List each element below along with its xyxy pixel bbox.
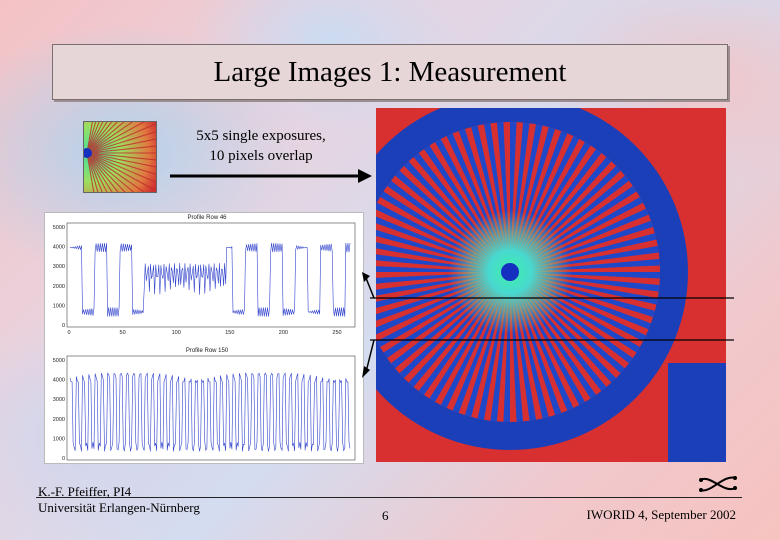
plot-frame bbox=[66, 222, 356, 328]
thumbnail-spoke bbox=[86, 152, 145, 192]
footer-divider bbox=[36, 497, 742, 498]
y-tick-label: 5000 bbox=[53, 225, 65, 231]
stitched-siemens-star-image bbox=[376, 108, 726, 462]
thumbnail-spoke bbox=[86, 123, 156, 154]
thumbnail-spoke bbox=[86, 122, 125, 154]
thumbnail-spoke bbox=[86, 152, 135, 192]
thumbnail-spoke bbox=[86, 122, 100, 154]
plot-frame bbox=[66, 355, 356, 461]
thumbnail-spoke bbox=[86, 122, 108, 154]
thumbnail-spoke bbox=[86, 122, 104, 154]
top-profile-plot: 5000 4000 3000 2000 1000 00 50 100 150 200 250 bbox=[53, 222, 356, 336]
thumbnail-spoke bbox=[86, 152, 156, 161]
y-tick-label: 4000 bbox=[53, 245, 65, 251]
thumbnail-spoke bbox=[86, 152, 119, 192]
thumbnail-spoke bbox=[86, 152, 103, 192]
top-plot-title: Profile Row 46 bbox=[187, 215, 227, 221]
thumbnail-spoke bbox=[86, 131, 156, 154]
y-tick-label: 0 bbox=[62, 323, 65, 329]
caption-line-1: 5x5 single exposures, bbox=[196, 128, 326, 144]
institute-logo-icon bbox=[699, 476, 737, 492]
x-tick-label: 200 bbox=[279, 330, 288, 336]
profile-trace bbox=[69, 372, 351, 452]
thumbnail-spoke bbox=[86, 152, 156, 192]
page-number: 6 bbox=[382, 508, 389, 523]
thumbnail-spoke bbox=[86, 122, 113, 154]
y-tick-label: 3000 bbox=[53, 264, 65, 270]
author-affiliation: Universität Erlangen-Nürnberg bbox=[38, 500, 200, 515]
y-tick-label: 1000 bbox=[53, 436, 65, 442]
thumbnail-spoke bbox=[86, 145, 156, 154]
footer-author: K.-F. Pfeiffer, PI4 Universität Erlangen… bbox=[38, 484, 200, 516]
profile-plots-panel: Profile Row 46 Profile Row 150 5000 4000 3… bbox=[44, 212, 364, 464]
thumbnail-spoke bbox=[86, 152, 156, 175]
bottom-plot-title: Profile Row 150 bbox=[186, 348, 229, 354]
y-tick-label: 5000 bbox=[53, 358, 65, 364]
x-tick-label: 0 bbox=[67, 330, 70, 336]
y-tick-label: 4000 bbox=[53, 378, 65, 384]
profile-trace bbox=[69, 242, 351, 317]
thumbnail-spoke bbox=[86, 152, 156, 168]
x-tick-label: 250 bbox=[332, 330, 341, 336]
y-tick-label: 1000 bbox=[53, 303, 65, 309]
y-tick-label: 0 bbox=[62, 456, 65, 462]
y-tick-label: 3000 bbox=[53, 397, 65, 403]
thumbnail-spoke bbox=[86, 122, 97, 154]
profile-row-markers bbox=[362, 272, 734, 378]
thumbnail-spoke bbox=[86, 122, 118, 154]
thumbnail-spoke bbox=[86, 152, 108, 192]
thumbnail-spoke bbox=[86, 152, 156, 183]
slide-title: Large Images 1: Measurement bbox=[213, 55, 567, 88]
thumbnail-spoke bbox=[86, 138, 156, 154]
thumbnail-spoke bbox=[86, 152, 126, 192]
x-tick-label: 150 bbox=[225, 330, 234, 336]
y-tick-label: 2000 bbox=[53, 284, 65, 290]
thumbnail-spoke bbox=[86, 152, 95, 192]
thumbnail-spoke bbox=[86, 152, 99, 192]
x-tick-label: 100 bbox=[172, 330, 181, 336]
author-name: K.-F. Pfeiffer, PI4 bbox=[38, 484, 132, 499]
thumbnail-spoke bbox=[86, 122, 93, 154]
right-arrow-icon bbox=[170, 169, 372, 183]
single-exposure-thumbnail bbox=[83, 121, 157, 193]
slide-title-box: Large Images 1: Measurement bbox=[52, 44, 728, 100]
thumbnail-spoke bbox=[86, 152, 113, 192]
x-tick-label: 50 bbox=[120, 330, 126, 336]
exposure-caption: 5x5 single exposures, 10 pixels overlap bbox=[176, 126, 346, 166]
conference-label: IWORID 4, September 2002 bbox=[586, 507, 736, 522]
thumbnail-spoke bbox=[86, 122, 134, 154]
caption-line-2: 10 pixels overlap bbox=[209, 148, 313, 164]
y-tick-label: 2000 bbox=[53, 417, 65, 423]
thumbnail-spoke bbox=[86, 122, 145, 154]
